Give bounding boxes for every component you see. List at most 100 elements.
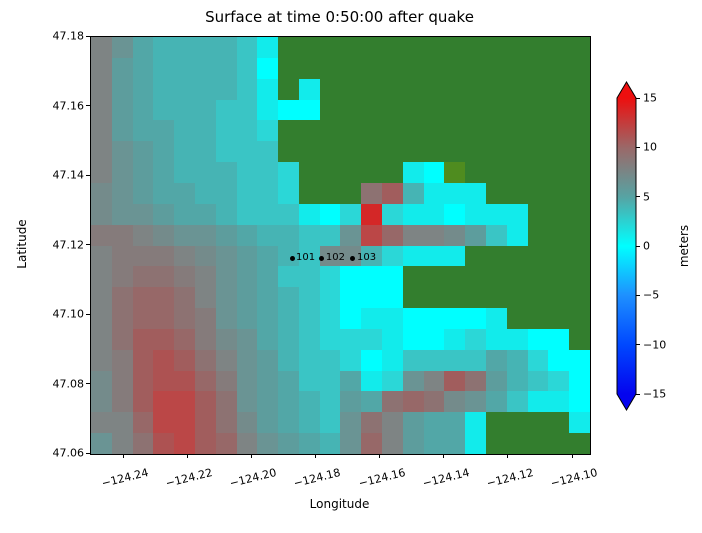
heatmap-cell: [527, 308, 549, 329]
heatmap-cell: [236, 266, 258, 288]
colorbar-tick-label: 0: [643, 239, 650, 253]
heatmap-cell: [174, 37, 195, 58]
gauge-dot: [319, 255, 325, 261]
heatmap-cell: [527, 391, 549, 413]
heatmap-cell: [278, 120, 299, 142]
heatmap-cell: [527, 349, 549, 371]
heatmap-cell: [319, 57, 341, 79]
colorbar-tick-label: 10: [643, 140, 657, 154]
heatmap-cell: [174, 57, 195, 79]
heatmap-cell: [153, 433, 175, 454]
heatmap-cell: [91, 203, 112, 225]
heatmap-cell: [402, 370, 424, 392]
x-tick-label: −124.10: [549, 465, 599, 491]
heatmap-cell: [111, 120, 133, 142]
heatmap-cell: [569, 141, 590, 163]
heatmap-cell: [506, 391, 528, 413]
heatmap-cell: [486, 203, 507, 225]
heatmap-cell: [465, 57, 487, 79]
heatmap-cell: [444, 78, 466, 100]
heatmap-cell: [569, 162, 590, 183]
heatmap-cell: [132, 266, 154, 288]
heatmap-cell: [569, 266, 590, 288]
heatmap-cell: [91, 287, 112, 309]
heatmap-cell: [278, 182, 299, 204]
heatmap-cell: [423, 328, 445, 350]
heatmap-cell: [91, 266, 112, 288]
heatmap-cell: [361, 78, 383, 100]
heatmap-cell: [506, 203, 528, 225]
heatmap-cell: [527, 433, 549, 454]
heatmap-cell: [548, 141, 570, 163]
heatmap-cell: [506, 37, 528, 58]
x-tick-mark: [250, 454, 252, 458]
heatmap-cell: [361, 328, 383, 350]
heatmap-cell: [236, 141, 258, 163]
heatmap-cell: [382, 141, 403, 163]
heatmap-cell: [278, 391, 299, 413]
heatmap-cell: [257, 141, 279, 163]
heatmap-cell: [132, 245, 154, 267]
heatmap-cell: [361, 412, 383, 434]
y-tick-mark: [86, 452, 90, 454]
heatmap-cell: [215, 203, 237, 225]
heatmap-cell: [340, 182, 362, 204]
heatmap-cell: [215, 391, 237, 413]
heatmap-cell: [298, 308, 320, 329]
heatmap-cell: [132, 78, 154, 100]
heatmap-cell: [174, 203, 195, 225]
heatmap-cell: [506, 349, 528, 371]
heatmap-cell: [569, 203, 590, 225]
heatmap-cell: [423, 203, 445, 225]
heatmap-cell: [361, 308, 383, 329]
heatmap-cell: [486, 99, 507, 121]
heatmap-cell: [382, 120, 403, 142]
heatmap-cell: [153, 224, 175, 246]
heatmap-cell: [340, 433, 362, 454]
heatmap-cell: [215, 120, 237, 142]
heatmap-cell: [569, 120, 590, 142]
heatmap-cell: [465, 182, 487, 204]
heatmap-cell: [548, 57, 570, 79]
heatmap-cell: [153, 287, 175, 309]
heatmap-cell: [486, 391, 507, 413]
heatmap-cell: [423, 412, 445, 434]
heatmap-cell: [278, 370, 299, 392]
x-tick-mark: [186, 454, 188, 458]
heatmap-cell: [194, 245, 216, 267]
heatmap-cell: [382, 391, 403, 413]
heatmap-cell: [91, 370, 112, 392]
x-tick-label: −124.12: [485, 465, 535, 491]
colorbar-tick-mark: [636, 97, 640, 99]
heatmap-cell: [278, 287, 299, 309]
heatmap-cell: [361, 203, 383, 225]
heatmap-cell: [465, 328, 487, 350]
heatmap-cell: [465, 245, 487, 267]
heatmap-cell: [527, 182, 549, 204]
y-tick-label: 47.18: [52, 29, 85, 43]
heatmap-cell: [174, 391, 195, 413]
heatmap-cell: [548, 328, 570, 350]
heatmap-cell: [319, 245, 341, 267]
heatmap-cell: [402, 57, 424, 79]
heatmap-cell: [506, 328, 528, 350]
heatmap-cell: [486, 57, 507, 79]
y-axis-label: Latitude: [15, 219, 29, 269]
heatmap-cell: [236, 245, 258, 267]
heatmap-cell: [402, 433, 424, 454]
heatmap-cell: [340, 349, 362, 371]
heatmap-cell: [236, 370, 258, 392]
x-tick-mark: [379, 454, 381, 458]
heatmap-cell: [506, 245, 528, 267]
colorbar-tick-mark: [636, 146, 640, 148]
heatmap-cell: [319, 224, 341, 246]
heatmap-cell: [236, 224, 258, 246]
heatmap-cell: [278, 433, 299, 454]
x-tick-mark: [314, 454, 316, 458]
gauge-dot: [289, 255, 295, 261]
heatmap-cell: [402, 120, 424, 142]
heatmap-cell: [319, 99, 341, 121]
heatmap-cell: [402, 266, 424, 288]
heatmap-cell: [340, 287, 362, 309]
heatmap-cell: [91, 99, 112, 121]
